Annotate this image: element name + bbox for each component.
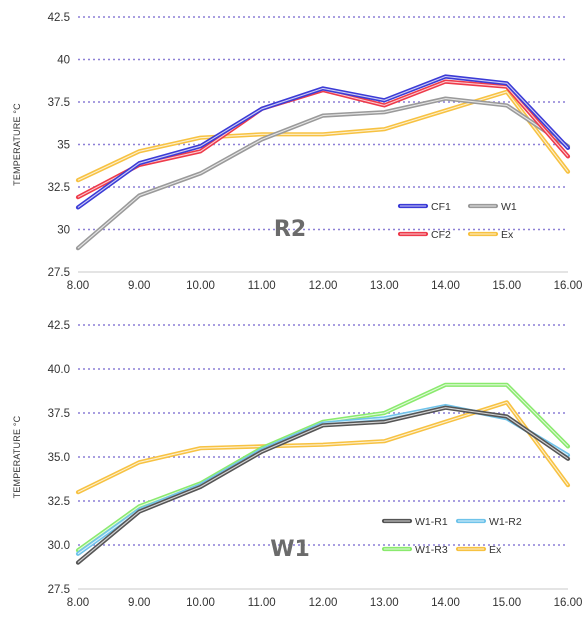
y-axis-label: TEMPERATURE °C — [12, 415, 22, 498]
y-tick-label: 27.5 — [48, 584, 70, 596]
x-tick-label: 16.00 — [554, 597, 583, 609]
chart-title: R2 — [274, 217, 306, 242]
x-tick-label: 13.00 — [370, 280, 399, 292]
series-line — [75, 405, 571, 565]
legend-item: CF1 — [397, 201, 451, 213]
legend-label: W1 — [501, 201, 517, 213]
legend: CF1 W1 CF2 Ex — [397, 201, 517, 241]
x-tick-label: 16.00 — [554, 280, 583, 292]
y-tick-label: 37.5 — [48, 408, 70, 420]
legend-label: CF1 — [431, 201, 451, 213]
legend-label: CF2 — [431, 229, 451, 241]
y-tick-label: 42.5 — [48, 12, 70, 24]
series-w1-r2 — [75, 403, 571, 556]
legend-item: Ex — [467, 229, 514, 241]
legend-item: W1-R3 — [381, 544, 448, 556]
series-line-core — [77, 401, 569, 493]
legend-label: Ex — [489, 544, 502, 556]
y-tick-label: 40.0 — [48, 364, 70, 376]
series-w1-r1 — [75, 405, 571, 565]
x-tick-label: 11.00 — [248, 597, 276, 609]
series-w1 — [75, 96, 571, 251]
chart-w1: 27.5 30.0 32.5 35.0 37.5 40.0 42.5 8.00 9.00 10.0… — [12, 320, 582, 609]
legend-label: W1-R2 — [489, 516, 522, 528]
series-cf1 — [75, 74, 571, 210]
x-tick-label: 14.00 — [431, 597, 460, 609]
x-tick-label: 14.00 — [431, 280, 460, 292]
legend-item: CF2 — [397, 229, 451, 241]
series-ex — [75, 89, 571, 183]
chart-title: W1 — [270, 537, 310, 562]
series-line — [75, 79, 571, 200]
x-tick-label: 12.00 — [309, 597, 338, 609]
y-tick-label: 32.5 — [48, 182, 70, 194]
x-tick-label: 13.00 — [370, 597, 399, 609]
legend-item: W1 — [467, 201, 517, 213]
series-ex — [75, 400, 571, 495]
x-tick-label: 10.00 — [186, 280, 215, 292]
legend-label: Ex — [501, 229, 514, 241]
series-cf2 — [75, 79, 571, 200]
y-tick-label: 30.0 — [48, 540, 70, 552]
series-line — [75, 96, 571, 251]
x-tick-label: 9.00 — [128, 597, 150, 609]
x-tick-label: 8.00 — [67, 597, 89, 609]
y-tick-label: 35 — [57, 140, 70, 152]
y-tick-label: 30 — [57, 225, 70, 237]
series-line-core — [77, 407, 569, 564]
y-axis-label: TEMPERATURE °C — [12, 103, 22, 186]
x-tick-label: 9.00 — [128, 280, 150, 292]
x-tick-label: 11.00 — [248, 280, 276, 292]
x-tick-label: 10.00 — [186, 597, 215, 609]
chart-r2: 27.5 30 32.5 35 37.5 40 42.5 8.00 9.00 10.00 11.00… — [12, 12, 582, 292]
y-tick-label: 40 — [57, 55, 70, 67]
y-tick-label: 27.5 — [48, 267, 70, 279]
x-tick-label: 12.00 — [309, 280, 338, 292]
series-line-core — [77, 405, 569, 555]
legend: W1-R1 W1-R2 W1-R3 Ex — [381, 516, 522, 556]
series-line-core — [77, 98, 569, 249]
series-line-core — [77, 81, 569, 198]
legend-item: W1-R1 — [381, 516, 448, 528]
series-line — [75, 403, 571, 556]
legend-label: W1-R1 — [415, 516, 448, 528]
y-tick-label: 37.5 — [48, 97, 70, 109]
legend-item: W1-R2 — [455, 516, 522, 528]
x-tick-label: 8.00 — [67, 280, 89, 292]
legend-label: W1-R3 — [415, 544, 448, 556]
y-tick-label: 32.5 — [48, 496, 70, 508]
legend-item: Ex — [455, 544, 502, 556]
y-tick-label: 42.5 — [48, 320, 70, 332]
x-tick-label: 15.00 — [492, 597, 521, 609]
x-tick-label: 15.00 — [492, 280, 521, 292]
y-tick-label: 35.0 — [48, 452, 70, 464]
